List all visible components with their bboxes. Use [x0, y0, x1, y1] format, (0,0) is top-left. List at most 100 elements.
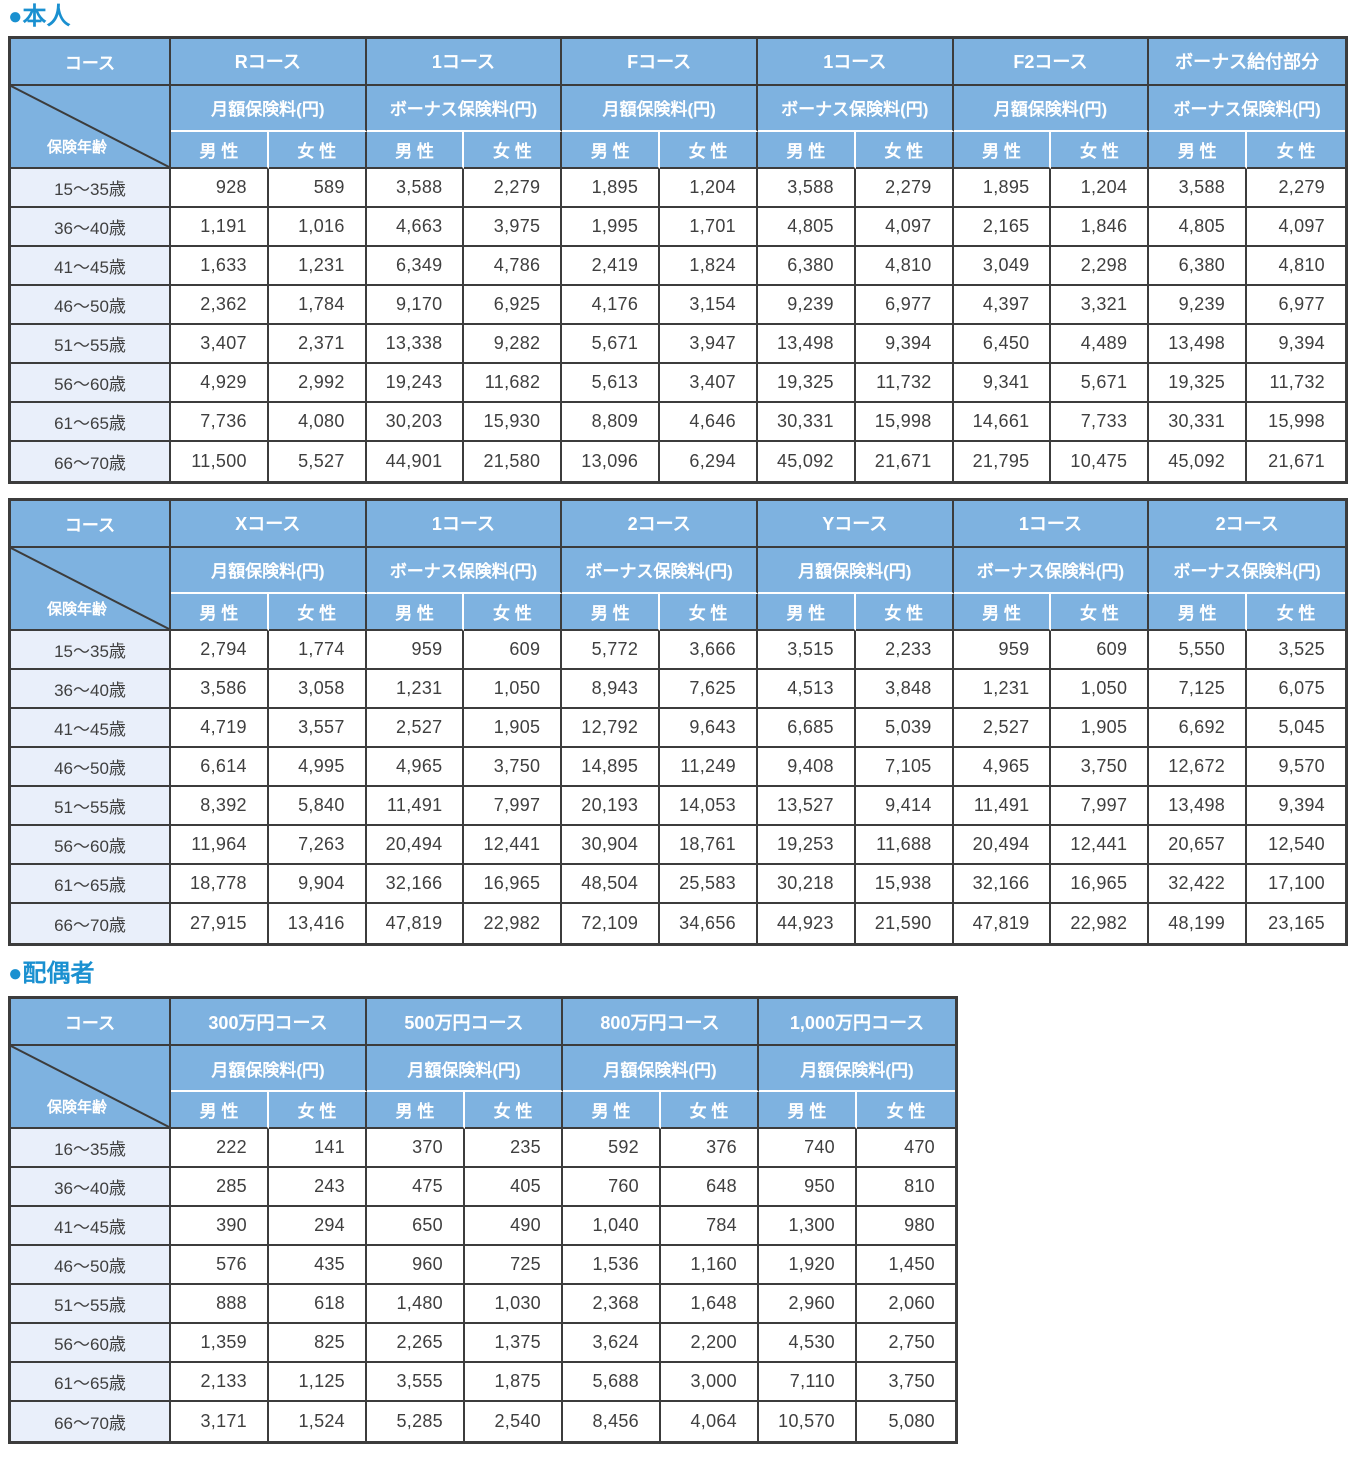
age-course-diagonal-cell: 保険年齢	[11, 85, 171, 169]
premium-value-cell: 5,671	[562, 324, 661, 364]
premium-value-cell: 470	[857, 1129, 955, 1169]
premium-value-cell: 13,498	[1149, 786, 1248, 826]
premium-value-cell: 2,527	[953, 708, 1052, 748]
insurance-age-label: 保険年齢	[47, 1099, 108, 1117]
premium-value-cell: 3,624	[563, 1324, 661, 1364]
male-header-cell: 男 性	[563, 1092, 661, 1130]
premium-value-cell: 13,096	[562, 441, 661, 481]
premium-value-cell: 825	[269, 1324, 367, 1364]
premium-value-cell: 9,341	[953, 363, 1052, 403]
table-row: 61〜65歳 18,778 9,904 32,166 16,965 48,504 25,58…	[11, 864, 1345, 904]
female-header-cell: 女 性	[855, 131, 954, 169]
premium-value-cell: 2,419	[562, 246, 661, 286]
premium-value-cell: 2,371	[268, 324, 367, 364]
premium-value-cell: 11,491	[953, 786, 1052, 826]
premium-value-cell: 14,053	[660, 786, 758, 826]
premium-value-cell: 7,997	[1051, 786, 1150, 826]
premium-value-cell: 294	[269, 1207, 367, 1247]
premium-value-cell: 12,540	[1247, 826, 1345, 865]
premium-type-header-cell: 月額保険料(円)	[171, 1046, 367, 1093]
premium-value-cell: 6,075	[1247, 670, 1345, 709]
premium-value-cell: 3,058	[268, 669, 367, 709]
premium-value-cell: 2,233	[855, 630, 954, 670]
premium-value-cell: 8,456	[563, 1402, 661, 1442]
premium-value-cell: 1,536	[563, 1246, 661, 1286]
age-row-header-cell: 36〜40歳	[11, 1168, 171, 1208]
table-row: 61〜65歳 7,736 4,080 30,203 15,930 8,809 4,646 30…	[11, 402, 1345, 442]
premium-value-cell: 5,550	[1149, 630, 1248, 670]
premium-value-cell: 6,685	[757, 708, 856, 748]
female-header-cell: 女 性	[269, 1092, 367, 1130]
premium-value-cell: 5,688	[563, 1363, 661, 1403]
table-row: 41〜45歳 1,633 1,231 6,349 4,786 2,419 1,824 6,38…	[11, 246, 1345, 286]
premium-value-cell: 1,160	[661, 1246, 759, 1286]
premium-value-cell: 12,792	[562, 708, 661, 748]
premium-value-cell: 30,904	[562, 825, 661, 865]
male-header-cell: 男 性	[953, 131, 1052, 169]
premium-value-cell: 1,995	[562, 207, 661, 247]
premium-value-cell: 1,016	[268, 207, 367, 247]
age-course-diagonal-cell: 保険年齢	[11, 547, 171, 631]
male-header-cell: 男 性	[1149, 131, 1248, 169]
premium-value-cell: 1,231	[366, 669, 465, 709]
age-row-header-cell: 46〜50歳	[11, 1246, 171, 1286]
premium-value-cell: 14,661	[953, 402, 1052, 442]
premium-value-cell: 2,527	[366, 708, 465, 748]
premium-value-cell: 5,045	[1247, 709, 1345, 748]
premium-value-cell: 2,298	[1051, 246, 1150, 286]
premium-value-cell: 4,080	[268, 402, 367, 442]
premium-value-cell: 30,218	[757, 864, 856, 904]
table-row: 15〜35歳 2,794 1,774 959 609 5,772 3,666 3,515 2,2…	[11, 630, 1345, 670]
premium-value-cell: 3,588	[757, 168, 856, 208]
premium-value-cell: 1,204	[660, 168, 758, 208]
premium-value-cell: 3,171	[171, 1402, 269, 1442]
premium-value-cell: 2,279	[855, 168, 954, 208]
premium-value-cell: 6,692	[1149, 708, 1248, 748]
premium-value-cell: 4,929	[171, 363, 269, 403]
premium-type-header-cell: ボーナス保険料(円)	[562, 547, 758, 594]
premium-type-header-cell: ボーナス保険料(円)	[366, 85, 563, 132]
male-header-cell: 男 性	[171, 593, 269, 631]
premium-value-cell: 1,125	[269, 1363, 367, 1403]
female-header-cell: 女 性	[464, 593, 563, 631]
table-row: 16〜35歳 222 141 370 235 592 376 740 470	[11, 1129, 955, 1169]
premium-value-cell: 9,239	[1149, 285, 1248, 325]
person-premium-table-2: コース Xコース 1コース 2コース Yコース 1コース 2コース 保険年齢 月額保険料(円) ボ…	[8, 497, 1348, 946]
table-row: 66〜70歳 3,171 1,524 5,285 2,540 8,456 4,064 10,5…	[11, 1402, 955, 1442]
premium-value-cell: 3,407	[660, 363, 758, 403]
premium-value-cell: 959	[366, 630, 465, 670]
female-header-cell: 女 性	[661, 1092, 759, 1130]
premium-value-cell: 490	[465, 1207, 563, 1247]
premium-value-cell: 1,524	[269, 1402, 367, 1442]
premium-value-cell: 9,239	[757, 285, 856, 325]
table-row: 36〜40歳 285 243 475 405 760 648 950 810	[11, 1168, 955, 1208]
premium-value-cell: 2,960	[759, 1285, 857, 1325]
premium-value-cell: 5,671	[1051, 363, 1150, 403]
premium-value-cell: 2,133	[171, 1363, 269, 1403]
premium-value-cell: 8,943	[562, 669, 661, 709]
table-row: 66〜70歳 11,500 5,527 44,901 21,580 13,096 6,294…	[11, 441, 1345, 481]
premium-value-cell: 888	[171, 1285, 269, 1325]
premium-value-cell: 4,810	[1247, 247, 1345, 286]
female-header-cell: 女 性	[268, 131, 367, 169]
premium-value-cell: 3,407	[171, 324, 269, 364]
premium-value-cell: 4,965	[953, 747, 1052, 787]
course-header-cell: 2コース	[562, 500, 758, 548]
premium-value-cell: 1,030	[465, 1285, 563, 1325]
male-header-cell: 男 性	[757, 131, 856, 169]
premium-value-cell: 5,840	[268, 786, 367, 826]
premium-value-cell: 3,975	[464, 207, 563, 247]
table-row: 36〜40歳 1,191 1,016 4,663 3,975 1,995 1,701 4,80…	[11, 207, 1345, 247]
male-header-cell: 男 性	[366, 131, 465, 169]
course-corner-cell: コース	[11, 500, 171, 548]
premium-type-header-cell: 月額保険料(円)	[953, 85, 1150, 132]
course-header-cell: ボーナス給付部分	[1149, 38, 1345, 86]
premium-value-cell: 7,733	[1051, 402, 1150, 442]
premium-value-cell: 11,964	[171, 825, 269, 865]
course-header-cell: 2コース	[1149, 500, 1345, 548]
premium-value-cell: 592	[563, 1129, 661, 1169]
premium-type-header-cell: ボーナス保険料(円)	[1149, 547, 1345, 594]
premium-value-cell: 609	[1051, 630, 1150, 670]
premium-value-cell: 1,846	[1051, 207, 1150, 247]
premium-value-cell: 10,570	[759, 1402, 857, 1442]
